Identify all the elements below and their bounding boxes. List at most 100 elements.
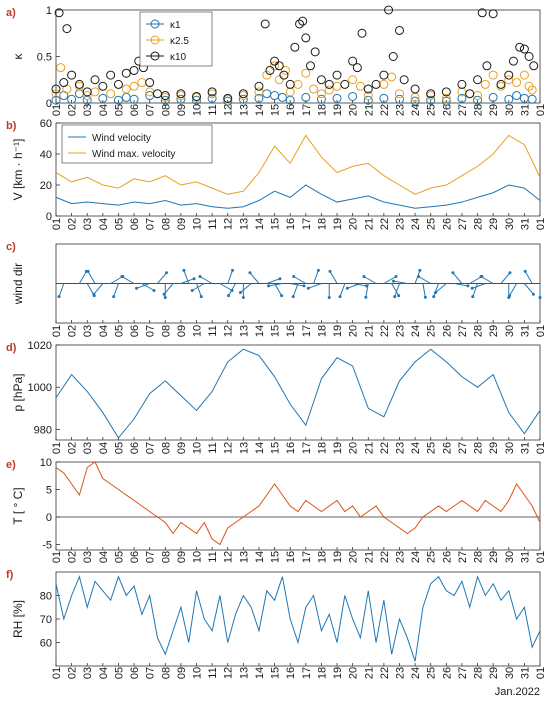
wind-arrow-head xyxy=(470,286,474,290)
y-tick-label: 980 xyxy=(34,424,52,436)
x-tick-label: 26 xyxy=(441,442,453,454)
x-tick-label: 23 xyxy=(394,551,406,563)
series-point xyxy=(285,87,295,97)
wind-arrow-head xyxy=(423,295,427,299)
x-tick-label: 20 xyxy=(348,551,360,563)
wind-arrow-head xyxy=(231,268,235,272)
series-point xyxy=(309,84,319,94)
series-point xyxy=(457,93,467,103)
axes-box xyxy=(55,461,541,551)
series-point xyxy=(274,61,284,71)
x-tick-label: 28 xyxy=(473,104,485,116)
x-tick-label: 13 xyxy=(238,667,250,679)
legend-entry: κ10 xyxy=(170,52,187,63)
series-point xyxy=(90,87,100,97)
wind-arrow xyxy=(393,280,408,284)
wind-arrow-head xyxy=(338,295,342,299)
x-tick-label: 02 xyxy=(67,442,79,454)
series-point xyxy=(192,95,202,105)
series-point xyxy=(363,95,373,105)
legend-entry: κ1 xyxy=(170,20,181,31)
x-tick-label: 07 xyxy=(145,104,157,116)
series-point xyxy=(113,79,123,89)
series-point xyxy=(293,79,303,89)
series-point xyxy=(482,61,492,71)
x-tick-label: 01 xyxy=(535,551,547,563)
legend-marker xyxy=(150,19,160,29)
wind-arrow-head xyxy=(417,275,421,278)
x-tick-label: 25 xyxy=(426,218,438,230)
wind-arrow xyxy=(292,283,299,297)
x-tick-label: 26 xyxy=(441,551,453,563)
series-point xyxy=(426,95,436,105)
wind-arrow-head xyxy=(362,275,366,278)
wind-arrow-head xyxy=(92,292,96,296)
x-tick-label: 29 xyxy=(488,442,500,454)
x-tick-label: 10 xyxy=(192,442,204,454)
wind-arrow xyxy=(509,283,518,296)
x-tick-label: 31 xyxy=(519,442,531,454)
date-label: Jan.2022 xyxy=(495,686,540,698)
x-tick-label: 04 xyxy=(98,104,110,116)
x-tick-label: 17 xyxy=(301,104,313,116)
legend-entry: Wind max. velocity xyxy=(92,149,175,160)
series-point xyxy=(496,79,506,89)
x-tick-label: 01 xyxy=(51,667,63,679)
series-point xyxy=(121,92,131,102)
x-tick-label: 19 xyxy=(332,218,344,230)
series-point xyxy=(67,70,77,80)
x-tick-label: 11 xyxy=(207,218,219,229)
wind-arrow xyxy=(227,270,234,284)
wind-arrow xyxy=(480,276,494,284)
series-point xyxy=(332,81,342,91)
wind-arrow xyxy=(121,276,135,284)
series-point xyxy=(207,93,217,103)
x-tick-label: 28 xyxy=(473,551,485,563)
wind-arrow xyxy=(58,283,65,297)
series-point xyxy=(310,47,320,57)
x-tick-label: 13 xyxy=(238,442,250,454)
x-tick-label: 31 xyxy=(519,104,531,116)
x-tick-label: 24 xyxy=(410,104,422,116)
series-point xyxy=(277,92,287,102)
x-tick-label: 20 xyxy=(348,104,360,116)
series-point xyxy=(441,93,451,103)
x-tick-label: 30 xyxy=(504,442,516,454)
wind-arrow-head xyxy=(227,294,231,298)
series-line xyxy=(55,348,541,439)
wind-arrow-head xyxy=(182,268,186,272)
x-tick-label: 23 xyxy=(394,667,406,679)
series-point xyxy=(298,16,308,26)
x-tick-label: 11 xyxy=(207,104,219,115)
series-point xyxy=(254,87,264,97)
x-tick-label: 21 xyxy=(363,667,375,679)
series-point xyxy=(56,63,66,73)
wind-arrow-head xyxy=(198,275,202,278)
x-tick-label: 06 xyxy=(129,218,141,230)
series-point xyxy=(512,91,522,101)
x-tick-label: 08 xyxy=(160,667,172,679)
series-point xyxy=(426,89,436,99)
x-tick-label: 09 xyxy=(176,442,188,454)
y-tick-label: 40 xyxy=(40,149,52,161)
series-point xyxy=(477,8,487,18)
x-tick-label: 19 xyxy=(332,551,344,563)
wind-arrow xyxy=(422,283,426,298)
wind-arrow xyxy=(365,283,369,298)
series-point xyxy=(137,78,147,88)
wind-arrow-head xyxy=(162,292,166,296)
series-point xyxy=(207,89,217,99)
x-tick-label: 30 xyxy=(504,551,516,563)
x-tick-label: 12 xyxy=(223,442,235,454)
x-tick-label: 04 xyxy=(98,667,110,679)
x-tick-label: 01 xyxy=(51,104,63,116)
x-tick-label: 01 xyxy=(535,442,547,454)
y-tick-label: 0 xyxy=(46,512,52,524)
series-point xyxy=(176,89,186,99)
series-point xyxy=(98,93,108,103)
x-tick-label: 01 xyxy=(51,325,63,337)
x-tick-label: 18 xyxy=(316,325,328,337)
x-tick-label: 14 xyxy=(254,104,266,116)
x-tick-label: 20 xyxy=(348,667,360,679)
